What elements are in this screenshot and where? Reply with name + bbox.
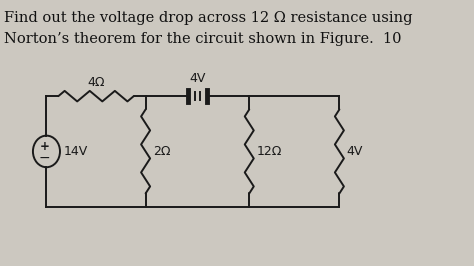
Text: 4V: 4V xyxy=(346,145,363,158)
Text: 4V: 4V xyxy=(189,72,206,85)
Text: 14V: 14V xyxy=(64,145,88,158)
Text: −: − xyxy=(39,151,50,165)
Text: Find out the voltage drop across 12 Ω resistance using: Find out the voltage drop across 12 Ω re… xyxy=(4,11,412,25)
Text: +: + xyxy=(40,140,50,153)
Text: 12Ω: 12Ω xyxy=(256,145,282,158)
Text: 4Ω: 4Ω xyxy=(87,76,105,89)
Text: 2Ω: 2Ω xyxy=(153,145,170,158)
Text: Norton’s theorem for the circuit shown in Figure.  10: Norton’s theorem for the circuit shown i… xyxy=(4,32,401,46)
